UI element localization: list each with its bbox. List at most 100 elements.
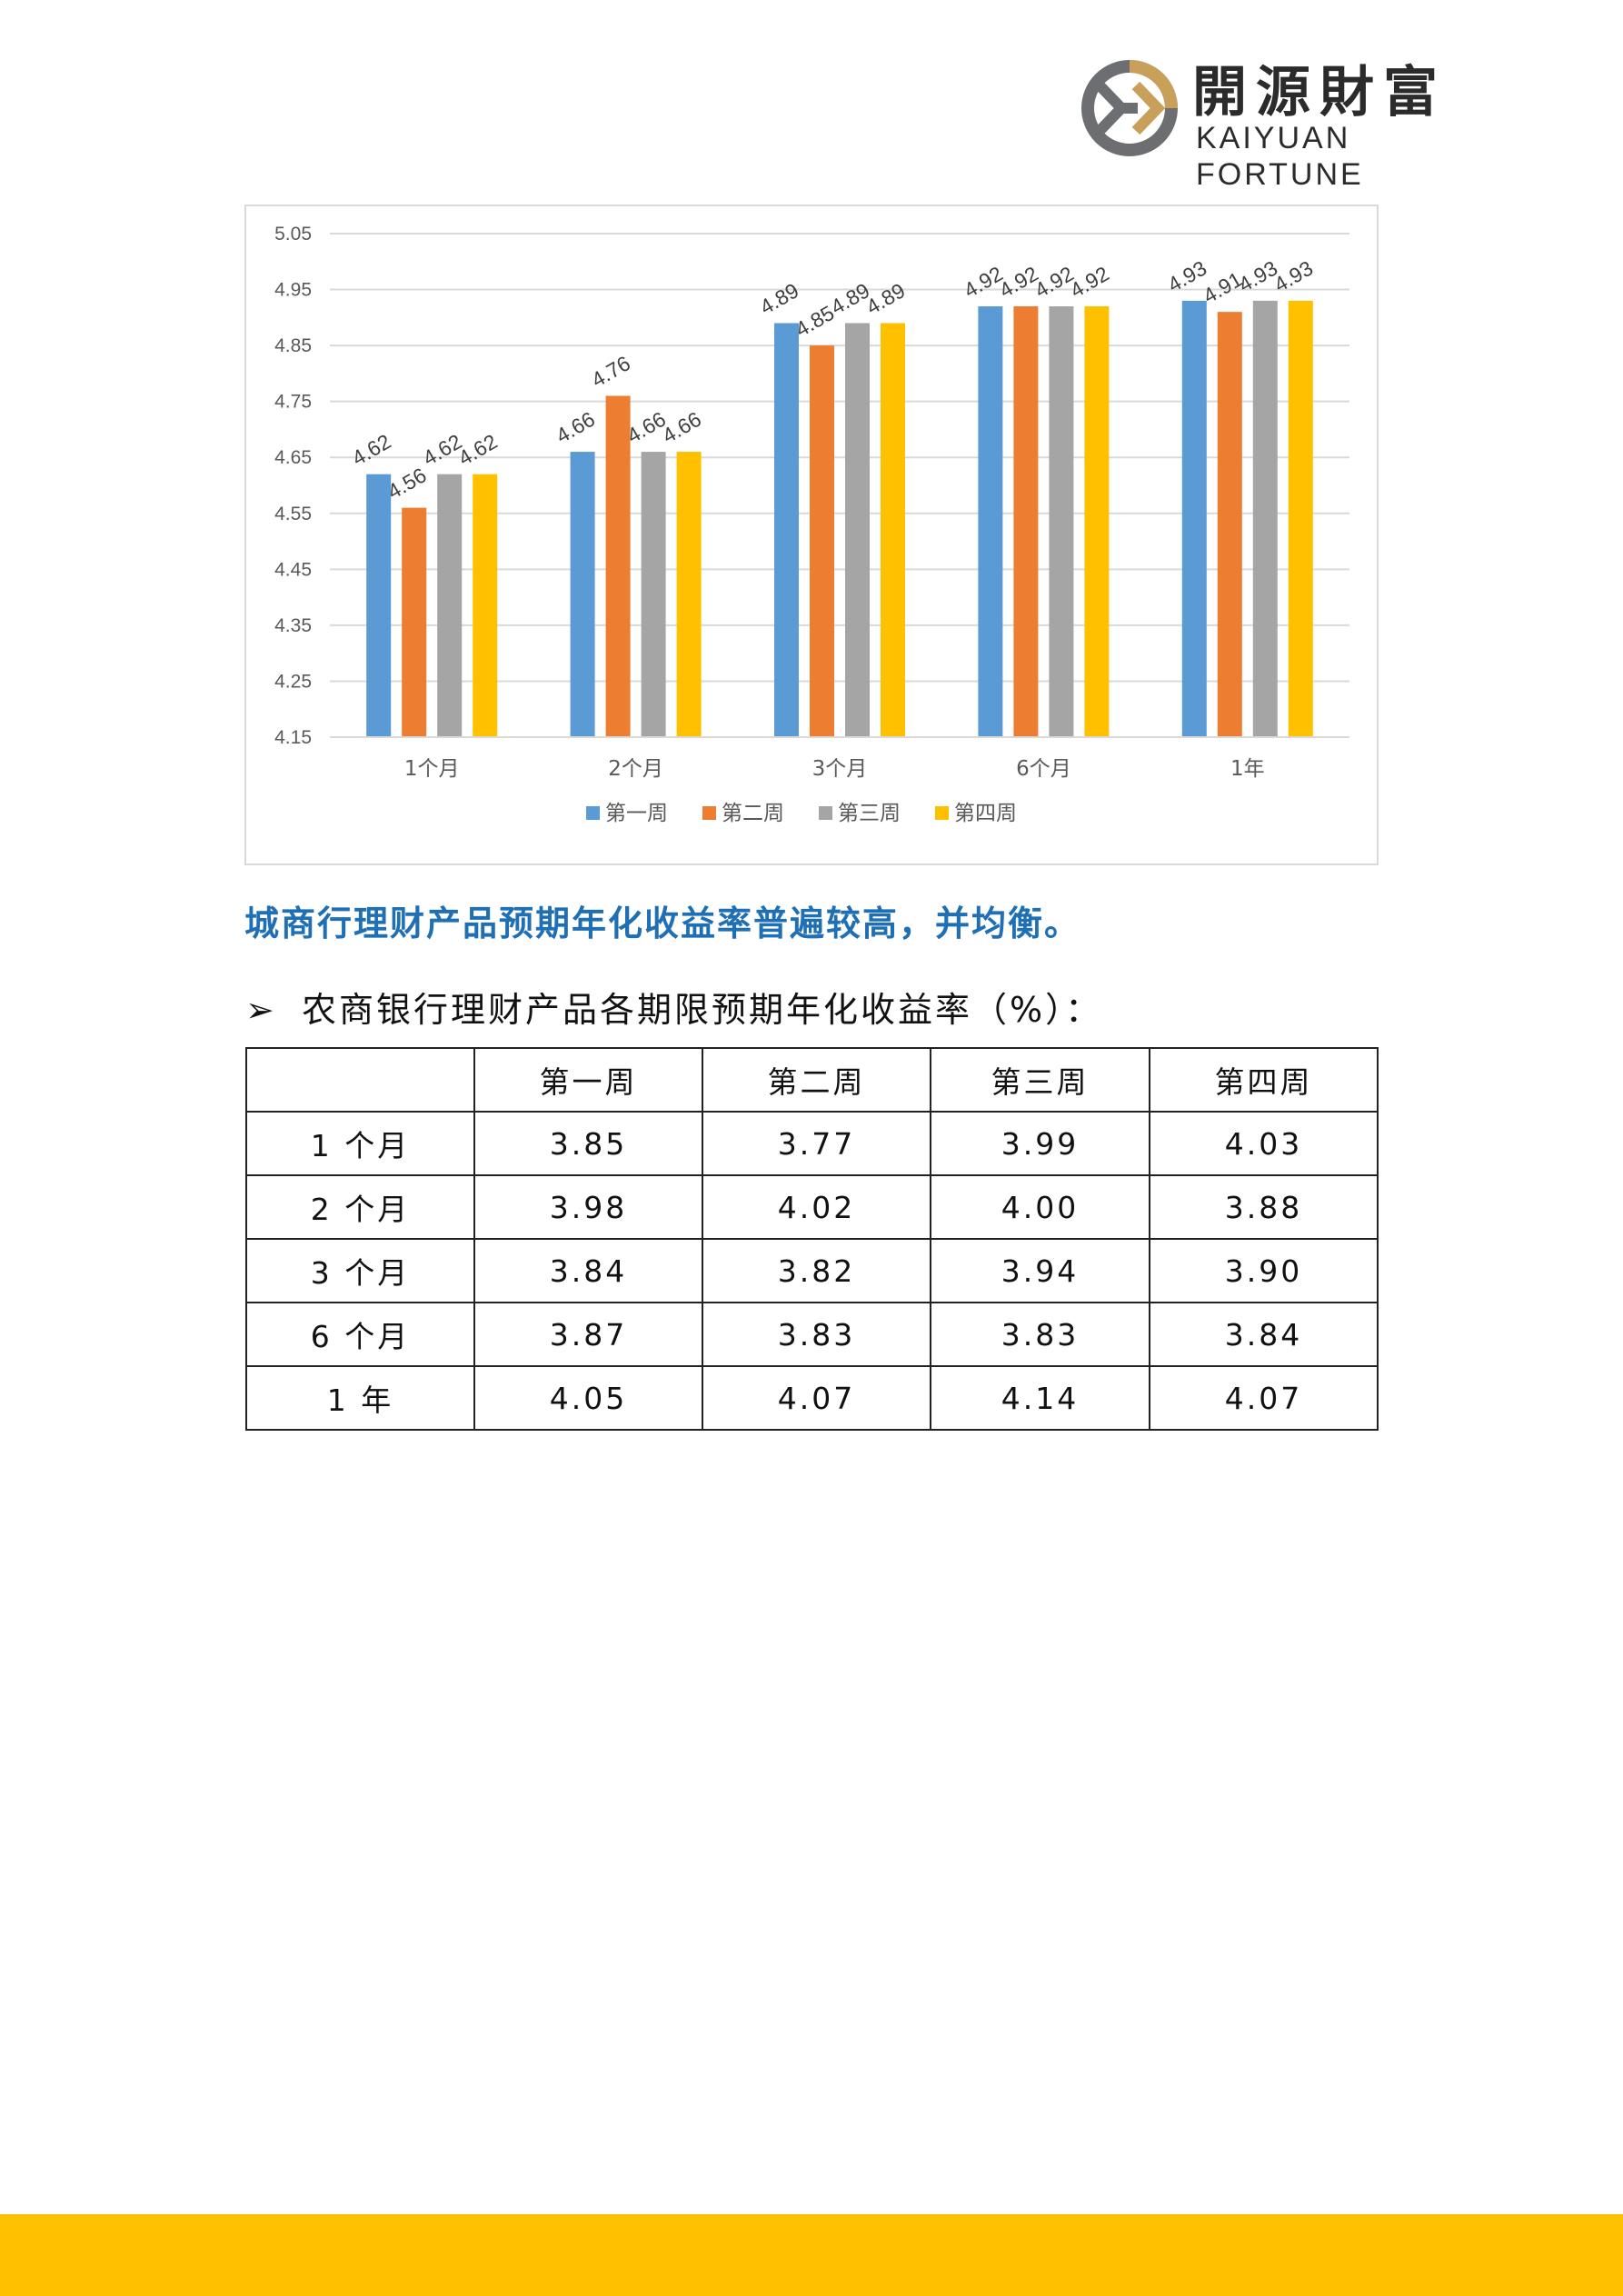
bar: [1217, 312, 1242, 737]
table-cell: 3.77: [702, 1111, 931, 1176]
y-tick-label: 4.15: [274, 727, 312, 748]
bar: [1013, 306, 1039, 737]
data-label: 4.76: [587, 351, 634, 392]
bar: [810, 345, 834, 737]
data-label: 4.62: [454, 429, 502, 470]
table-header-cell: 第二周: [702, 1047, 931, 1113]
table-cell: 3.85: [473, 1111, 703, 1176]
table-cell: 4.02: [702, 1174, 931, 1240]
x-tick-label: 6个月: [1016, 757, 1071, 781]
bar: [1288, 300, 1313, 737]
table-header-cell: 第三周: [930, 1047, 1150, 1113]
y-tick-label: 4.85: [274, 335, 312, 356]
table-cell: 3.84: [473, 1238, 703, 1303]
table-cell: 4.03: [1149, 1111, 1379, 1176]
bar: [676, 452, 702, 737]
bar: [774, 323, 799, 737]
data-label: 4.89: [862, 278, 910, 319]
table-cell: 4.14: [930, 1365, 1150, 1431]
table-row: 2 个月 3.98 4.02 4.00 3.88: [245, 1174, 1379, 1240]
data-label: 4.66: [658, 407, 705, 448]
bar-chart-svg: 5.05 4.95 4.85 4.75 4.65 4.55 4.45 4.35 4.25 4.15…: [274, 224, 1349, 825]
table-cell: 3.83: [930, 1302, 1150, 1367]
bar-chart: 5.05 4.95 4.85 4.75 4.65 4.55 4.45 4.35 4.25 4.15…: [244, 205, 1379, 865]
conclusion-text: 城商行理财产品预期年化收益率普遍较高，并均衡。: [244, 903, 1081, 943]
y-tick-label: 4.35: [274, 615, 312, 636]
legend-label: 第四周: [954, 802, 1017, 825]
table-cell: 3.83: [702, 1302, 931, 1367]
table-cell: 3.94: [930, 1238, 1150, 1303]
arrow-bullet-icon: ➢: [245, 990, 277, 1030]
data-label: 4.89: [756, 278, 803, 319]
bar: [641, 452, 666, 737]
bar: [845, 323, 870, 737]
footer-bar: [0, 2214, 1623, 2296]
table-cell: 1 年: [245, 1365, 475, 1431]
rates-table: 第一周 第二周 第三周 第四周 1 个月 3.85 3.77 3.99 4.03…: [245, 1047, 1379, 1431]
x-tick-label: 3个月: [812, 757, 868, 781]
bar: [402, 507, 427, 737]
logo-english-name: KAIYUAN FORTUNE: [1196, 121, 1364, 192]
bar: [366, 474, 392, 737]
y-tick-label: 4.25: [274, 671, 312, 692]
table-header-cell: 第四周: [1149, 1047, 1379, 1113]
bar: [1181, 300, 1207, 737]
y-tick-label: 4.75: [274, 392, 312, 413]
table-cell: 6 个月: [245, 1302, 475, 1367]
table-cell: 3.88: [1149, 1174, 1379, 1240]
legend-swatch: [586, 806, 600, 820]
table-cell: 4.07: [702, 1365, 931, 1431]
table-cell: 3.98: [473, 1174, 703, 1240]
bar: [1049, 306, 1074, 737]
table-cell: 4.00: [930, 1174, 1150, 1240]
legend-swatch: [819, 806, 832, 820]
x-tick-label: 2个月: [608, 757, 663, 781]
section-title-text: 农商银行理财产品各期限预期年化收益率（%）：: [302, 990, 1103, 1030]
bar: [570, 452, 595, 737]
data-label: 4.62: [348, 429, 395, 470]
table-cell: 3.84: [1149, 1302, 1379, 1367]
bar: [1084, 306, 1110, 737]
table-row: 1 年 4.05 4.07 4.14 4.07: [245, 1365, 1379, 1431]
x-tick-label: 1个月: [404, 757, 460, 781]
table-cell: 3.87: [473, 1302, 703, 1367]
bar: [1252, 300, 1278, 737]
y-tick-label: 4.45: [274, 559, 312, 580]
table-header-row: 第一周 第二周 第三周 第四周: [245, 1047, 1379, 1113]
table-header-cell: [245, 1047, 475, 1113]
logo-chinese-name: 開源財富: [1192, 61, 1447, 125]
data-label: 4.66: [552, 407, 599, 448]
bar: [881, 323, 905, 737]
table-cell: 4.05: [473, 1365, 703, 1431]
table-row: 3 个月 3.84 3.82 3.94 3.90: [245, 1238, 1379, 1303]
x-tick-label: 1年: [1230, 757, 1265, 781]
legend-label: 第三周: [838, 802, 901, 825]
bar: [473, 474, 498, 737]
bar: [978, 306, 1003, 737]
legend-swatch: [702, 806, 716, 820]
legend-swatch: [935, 806, 949, 820]
table-cell: 1 个月: [245, 1111, 475, 1176]
table-row: 6 个月 3.87 3.83 3.83 3.84: [245, 1302, 1379, 1367]
data-label: 4.93: [1270, 255, 1317, 296]
table-cell: 4.07: [1149, 1365, 1379, 1431]
bar: [437, 474, 463, 737]
y-tick-label: 4.55: [274, 504, 312, 524]
bar: [605, 395, 631, 737]
y-tick-label: 4.95: [274, 280, 312, 301]
y-tick-label: 5.05: [274, 224, 312, 245]
y-tick-label: 4.65: [274, 447, 312, 468]
section-title: ➢ 农商银行理财产品各期限预期年化收益率（%）：: [245, 982, 1102, 1032]
kaiyuan-logo-mark-icon: [1081, 60, 1178, 156]
table-cell: 3 个月: [245, 1238, 475, 1303]
table-cell: 2 个月: [245, 1174, 475, 1240]
data-label: 4.92: [1066, 262, 1113, 303]
legend-label: 第一周: [605, 802, 668, 825]
table-cell: 3.82: [702, 1238, 931, 1303]
table-header-cell: 第一周: [473, 1047, 703, 1113]
table-cell: 3.99: [930, 1111, 1150, 1176]
legend-label: 第二周: [722, 802, 784, 825]
kaiyuan-fortune-logo: 開源財富 KAIYUAN FORTUNE: [1080, 58, 1498, 192]
table-row: 1 个月 3.85 3.77 3.99 4.03: [245, 1111, 1379, 1176]
table-cell: 3.90: [1149, 1238, 1379, 1303]
